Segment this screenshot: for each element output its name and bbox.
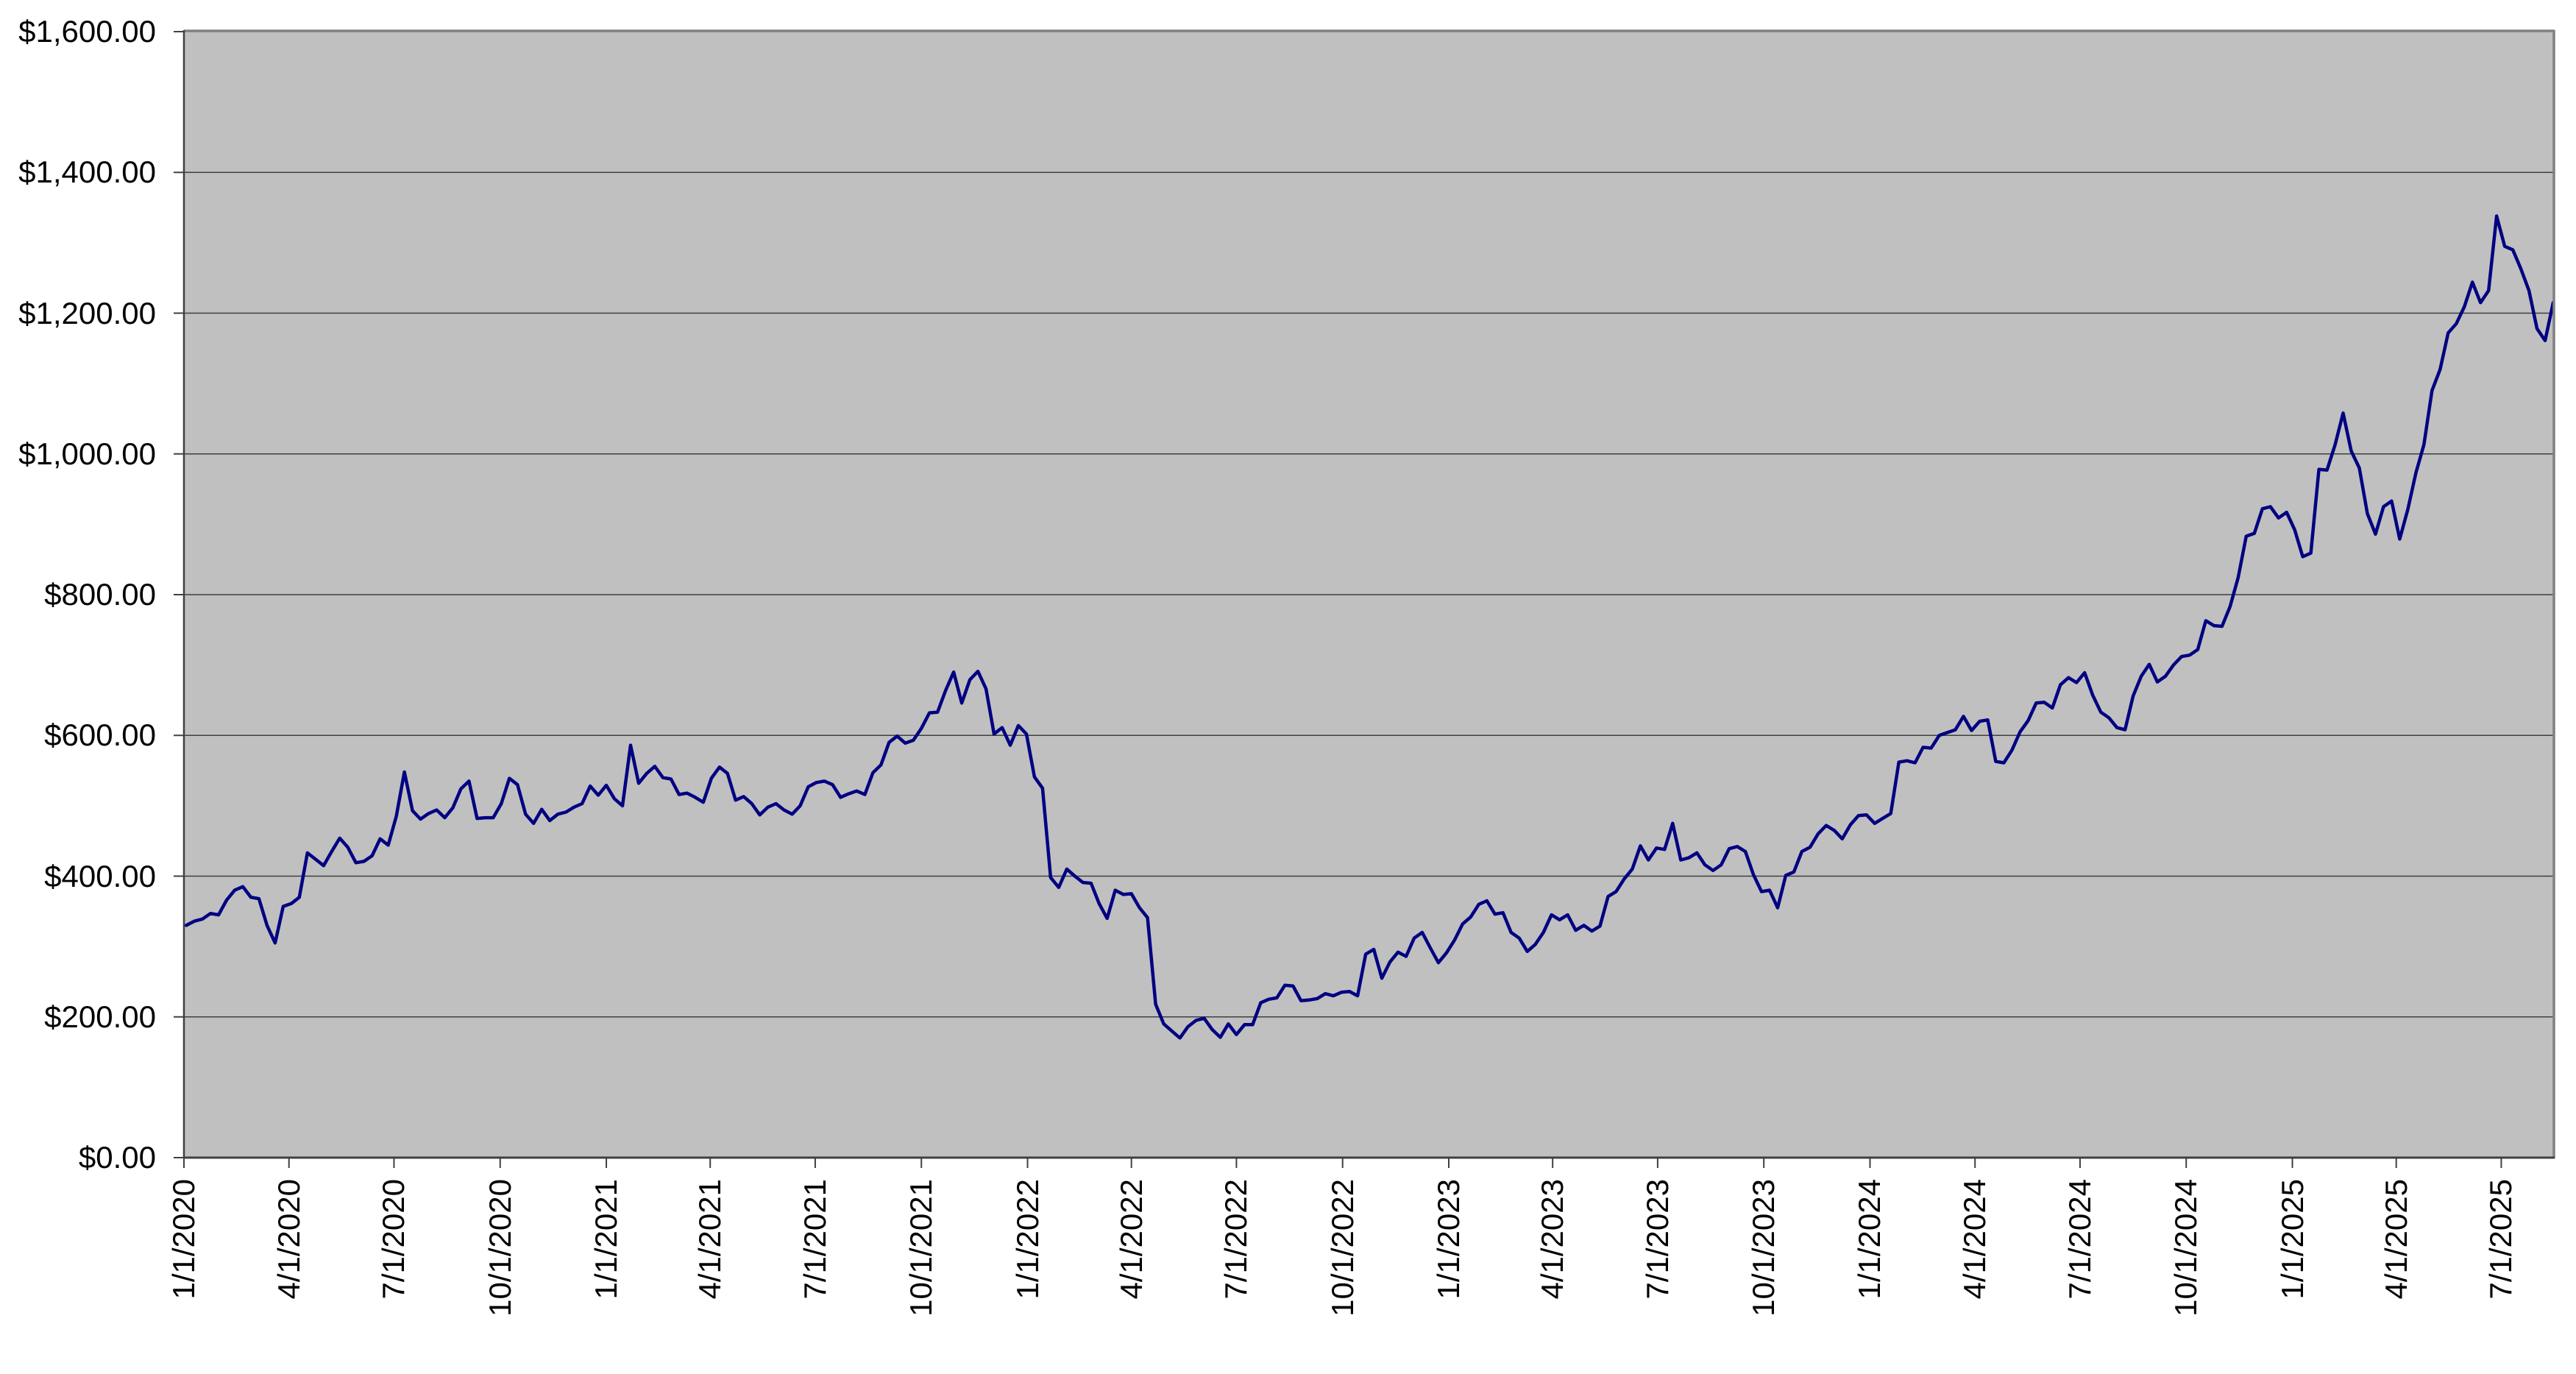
x-axis-tick-label: 7/1/2024 (2062, 1179, 2097, 1300)
x-axis-tick-label: 1/1/2024 (1852, 1179, 1887, 1300)
y-axis-tick-label: $1,000.00 (18, 436, 156, 471)
x-axis-tick-label: 1/1/2021 (589, 1179, 624, 1300)
y-axis-tick-label: $400.00 (44, 858, 156, 893)
x-axis-tick-label: 1/1/2023 (1431, 1179, 1466, 1300)
x-axis-tick-label: 7/1/2022 (1218, 1179, 1254, 1300)
y-axis-tick-label: $1,400.00 (18, 155, 156, 190)
x-axis-tick-label: 4/1/2024 (1957, 1179, 1993, 1300)
x-axis-tick-label: 4/1/2025 (2378, 1179, 2413, 1300)
x-axis-tick-label: 1/1/2020 (166, 1179, 201, 1300)
x-axis-tick-label: 10/1/2024 (2168, 1179, 2204, 1317)
x-axis-tick-label: 10/1/2022 (1324, 1179, 1360, 1317)
y-axis-tick-label: $600.00 (44, 718, 156, 753)
x-axis-tick-label: 1/1/2025 (2274, 1179, 2310, 1300)
y-axis-tick-label: $0.00 (78, 1140, 156, 1175)
y-axis-tick-label: $200.00 (44, 999, 156, 1034)
y-axis-tick-label: $1,600.00 (18, 14, 156, 49)
x-axis-tick-label: 10/1/2021 (904, 1179, 939, 1317)
y-axis-tick-label: $1,200.00 (18, 295, 156, 330)
x-axis-tick-label: 10/1/2023 (1746, 1179, 1781, 1317)
x-axis-tick-label: 7/1/2025 (2483, 1179, 2519, 1300)
x-axis-tick-label: 10/1/2020 (482, 1179, 517, 1317)
x-axis-tick-label: 1/1/2022 (1010, 1179, 1045, 1300)
x-axis-tick-label: 7/1/2020 (376, 1179, 411, 1300)
x-axis-tick-label: 7/1/2021 (797, 1179, 832, 1300)
x-axis-tick-label: 4/1/2022 (1113, 1179, 1149, 1300)
y-axis-tick-label: $800.00 (44, 577, 156, 612)
x-axis-tick-label: 7/1/2023 (1639, 1179, 1675, 1300)
price-line (184, 214, 2555, 1040)
x-axis-tick-label: 4/1/2020 (271, 1179, 306, 1300)
x-axis-tick-label: 4/1/2021 (692, 1179, 728, 1300)
x-axis-tick-label: 4/1/2023 (1535, 1179, 1570, 1300)
